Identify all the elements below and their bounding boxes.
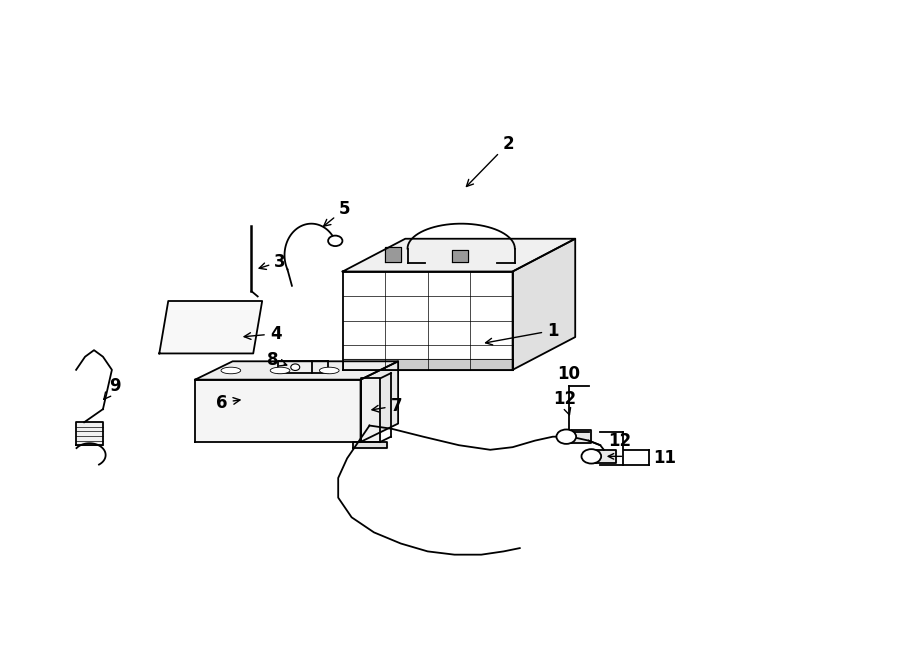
Polygon shape (361, 362, 398, 442)
Ellipse shape (270, 368, 290, 373)
Text: 12: 12 (608, 432, 632, 449)
Circle shape (581, 449, 601, 463)
Polygon shape (354, 442, 387, 448)
Polygon shape (159, 301, 262, 354)
Polygon shape (343, 272, 513, 369)
Polygon shape (571, 430, 591, 444)
Polygon shape (76, 422, 103, 446)
Text: 6: 6 (216, 393, 240, 412)
Text: 7: 7 (372, 397, 402, 415)
Text: 11: 11 (653, 449, 676, 467)
Text: 10: 10 (557, 365, 580, 383)
Text: 5: 5 (324, 200, 350, 226)
Circle shape (556, 430, 576, 444)
Circle shape (328, 235, 342, 246)
Ellipse shape (320, 368, 339, 373)
Circle shape (291, 364, 300, 370)
Polygon shape (195, 362, 398, 379)
Text: 9: 9 (104, 377, 121, 399)
Polygon shape (278, 362, 312, 373)
Polygon shape (596, 449, 617, 463)
Polygon shape (452, 250, 468, 262)
Text: 4: 4 (244, 325, 282, 343)
Text: 1: 1 (486, 321, 559, 345)
Polygon shape (513, 239, 575, 369)
Polygon shape (343, 360, 513, 369)
Text: 12: 12 (553, 391, 576, 415)
Polygon shape (384, 247, 400, 262)
Text: 8: 8 (267, 351, 287, 369)
Polygon shape (343, 239, 575, 272)
Polygon shape (195, 379, 361, 442)
Polygon shape (361, 378, 380, 442)
Text: 3: 3 (259, 253, 286, 270)
Ellipse shape (221, 368, 240, 373)
Text: 2: 2 (466, 135, 514, 186)
